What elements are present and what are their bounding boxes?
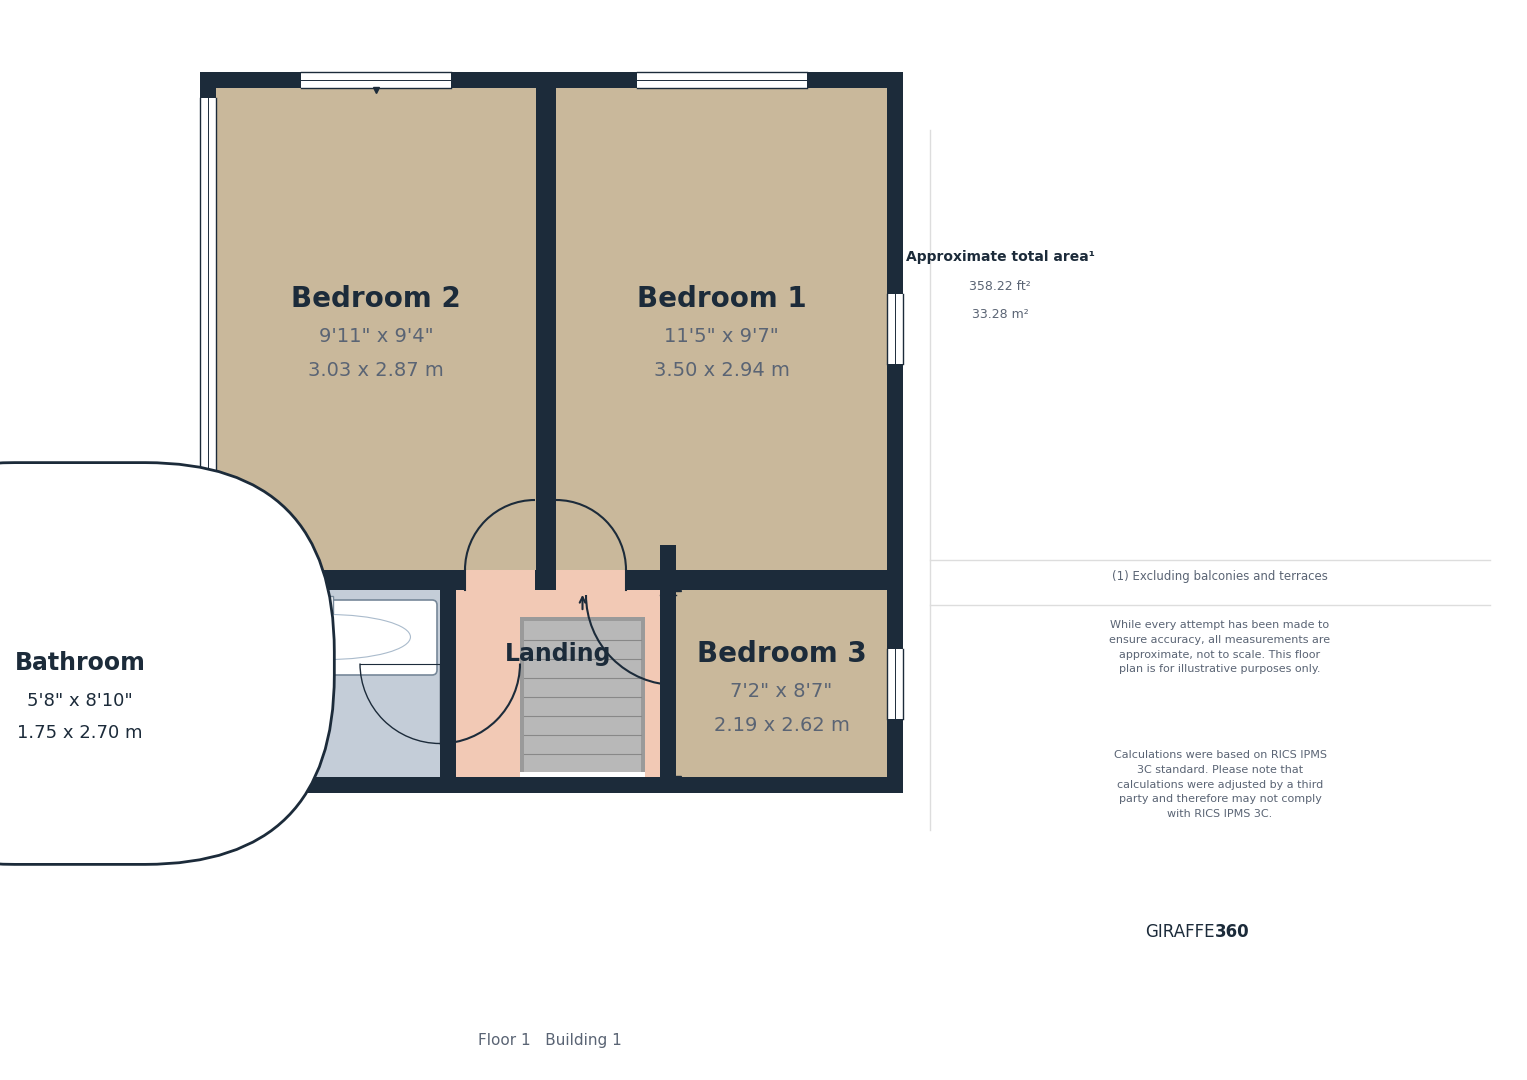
Text: Calculations were based on RICS IPMS
3C standard. Please note that
calculations : Calculations were based on RICS IPMS 3C … [1113, 750, 1327, 820]
FancyBboxPatch shape [220, 710, 282, 773]
Bar [200, 72, 902, 87]
Bar [887, 72, 902, 793]
Bar [293, 596, 333, 615]
Bar [521, 617, 644, 777]
Bar [215, 570, 466, 590]
Text: 358.22 ft²: 358.22 ft² [970, 280, 1031, 293]
Bar [457, 570, 660, 777]
Text: Bathroom: Bathroom [15, 651, 145, 675]
Bar [626, 570, 660, 590]
Text: GIRAFFE: GIRAFFE [1145, 923, 1215, 941]
Text: While every attempt has been made to
ensure accuracy, all measurements are
appro: While every attempt has been made to ens… [1110, 620, 1330, 674]
Text: Floor 1   Building 1: Floor 1 Building 1 [478, 1032, 621, 1048]
Bar [676, 570, 887, 590]
Text: Bedroom 1: Bedroom 1 [637, 285, 806, 313]
Text: 2.19 x 2.62 m: 2.19 x 2.62 m [713, 716, 849, 735]
Text: (1) Excluding balconies and terraces: (1) Excluding balconies and terraces [1112, 570, 1328, 583]
Bar [524, 621, 641, 773]
Bar [536, 87, 556, 570]
Bar [887, 648, 902, 718]
Text: 33.28 m²: 33.28 m² [971, 308, 1028, 321]
Bar [215, 590, 440, 777]
Bar [301, 72, 450, 87]
Bar [200, 72, 902, 793]
Text: 1.75 x 2.70 m: 1.75 x 2.70 m [17, 725, 142, 743]
Text: 3.50 x 2.94 m: 3.50 x 2.94 m [654, 362, 789, 380]
Text: Approximate total area¹: Approximate total area¹ [906, 249, 1095, 264]
Text: 5'8" x 8'10": 5'8" x 8'10" [27, 692, 133, 711]
Text: 3.03 x 2.87 m: 3.03 x 2.87 m [308, 362, 444, 380]
Text: 360: 360 [1215, 923, 1249, 941]
Circle shape [293, 612, 333, 652]
Text: Bedroom 3: Bedroom 3 [696, 639, 866, 667]
Bar [660, 590, 676, 777]
Text: 9'11" x 9'4": 9'11" x 9'4" [319, 327, 434, 347]
Bar [556, 87, 887, 570]
Bar [200, 777, 902, 793]
Bar [440, 590, 457, 777]
Bar [215, 87, 536, 570]
Bar [676, 590, 887, 777]
Bar [534, 570, 556, 590]
Text: Landing: Landing [505, 642, 611, 665]
FancyBboxPatch shape [218, 600, 437, 675]
Bar [887, 294, 902, 364]
Bar [200, 98, 215, 561]
Bar [660, 545, 676, 590]
Ellipse shape [246, 615, 411, 660]
Bar [637, 72, 806, 87]
Text: 11'5" x 9'7": 11'5" x 9'7" [664, 327, 779, 347]
Text: 7'2" x 8'7": 7'2" x 8'7" [730, 681, 832, 701]
Text: Bedroom 2: Bedroom 2 [292, 285, 461, 313]
Bar [200, 72, 215, 793]
Bar [521, 772, 644, 793]
